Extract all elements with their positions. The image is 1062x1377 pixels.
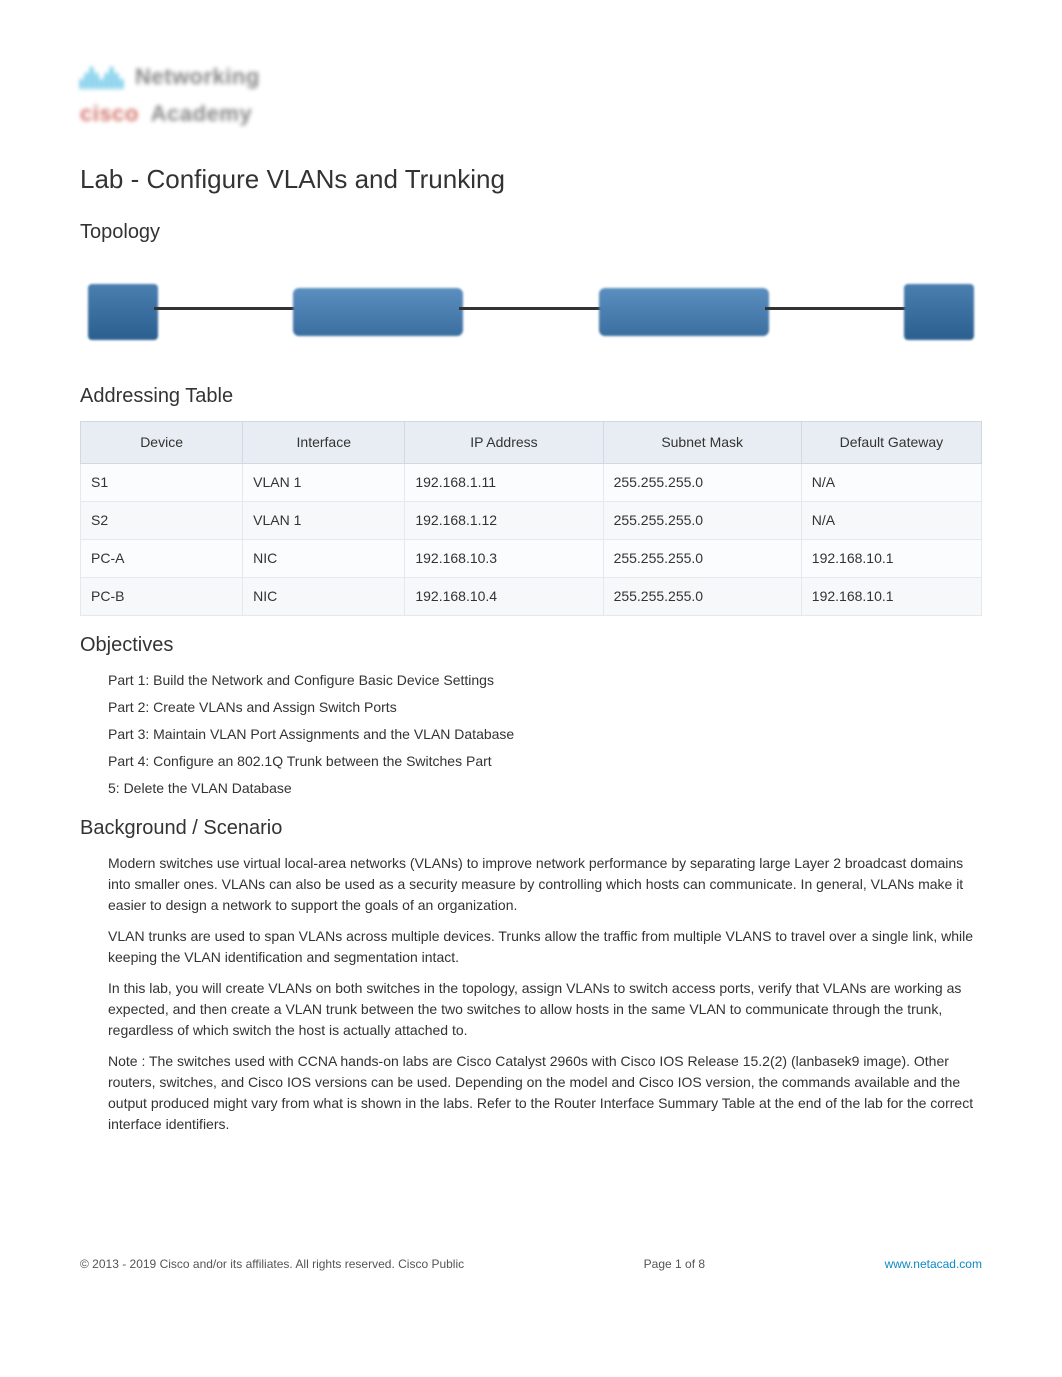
- objective-item: Part 1: Build the Network and Configure …: [108, 670, 982, 691]
- cell: 255.255.255.0: [603, 578, 801, 616]
- topo-pc-b: [904, 284, 974, 340]
- page-footer: © 2013 - 2019 Cisco and/or its affiliate…: [80, 1255, 982, 1273]
- objective-item: Part 4: Configure an 802.1Q Trunk betwee…: [108, 751, 982, 772]
- table-row: S1 VLAN 1 192.168.1.11 255.255.255.0 N/A: [81, 464, 982, 502]
- cell: 192.168.10.1: [801, 578, 981, 616]
- background-para: Note : The switches used with CCNA hands…: [108, 1051, 982, 1135]
- table-row: S2 VLAN 1 192.168.1.12 255.255.255.0 N/A: [81, 502, 982, 540]
- objective-item: Part 3: Maintain VLAN Port Assignments a…: [108, 724, 982, 745]
- cell: 255.255.255.0: [603, 540, 801, 578]
- footer-copyright: © 2013 - 2019 Cisco and/or its affiliate…: [80, 1255, 464, 1273]
- cell: S2: [81, 502, 243, 540]
- col-ip: IP Address: [405, 422, 603, 464]
- col-interface: Interface: [243, 422, 405, 464]
- section-objectives: Objectives: [80, 630, 982, 660]
- topo-link: [765, 307, 908, 310]
- topo-link: [154, 307, 297, 310]
- cell: NIC: [243, 540, 405, 578]
- objective-item: Part 2: Create VLANs and Assign Switch P…: [108, 697, 982, 718]
- topo-switch-s1: [293, 288, 463, 336]
- cell: PC-B: [81, 578, 243, 616]
- cell: 192.168.10.4: [405, 578, 603, 616]
- cell: 255.255.255.0: [603, 464, 801, 502]
- background-para: In this lab, you will create VLANs on bo…: [108, 978, 982, 1041]
- table-row: PC-B NIC 192.168.10.4 255.255.255.0 192.…: [81, 578, 982, 616]
- logo-brand: cisco: [80, 97, 139, 130]
- footer-link[interactable]: www.netacad.com: [885, 1255, 982, 1273]
- cell: 192.168.1.12: [405, 502, 603, 540]
- cell: N/A: [801, 464, 981, 502]
- section-addressing: Addressing Table: [80, 381, 982, 411]
- section-topology: Topology: [80, 217, 982, 247]
- table-row: PC-A NIC 192.168.10.3 255.255.255.0 192.…: [81, 540, 982, 578]
- logo-line1: Networking: [135, 60, 260, 93]
- background-para: Modern switches use virtual local-area n…: [108, 853, 982, 916]
- cisco-logo-block: Networking cisco Academy: [80, 60, 982, 130]
- cell: PC-A: [81, 540, 243, 578]
- cisco-bars-icon: [80, 65, 123, 89]
- objective-item: 5: Delete the VLAN Database: [108, 778, 982, 799]
- objectives-list: Part 1: Build the Network and Configure …: [80, 670, 982, 799]
- section-background: Background / Scenario: [80, 813, 982, 843]
- col-gateway: Default Gateway: [801, 422, 981, 464]
- cell: 255.255.255.0: [603, 502, 801, 540]
- col-device: Device: [81, 422, 243, 464]
- cell: VLAN 1: [243, 464, 405, 502]
- background-para: VLAN trunks are used to span VLANs acros…: [108, 926, 982, 968]
- topo-pc-a: [88, 284, 158, 340]
- table-header-row: Device Interface IP Address Subnet Mask …: [81, 422, 982, 464]
- footer-page: Page 1 of 8: [644, 1255, 705, 1273]
- background-paragraphs: Modern switches use virtual local-area n…: [80, 853, 982, 1135]
- cell: NIC: [243, 578, 405, 616]
- cell: VLAN 1: [243, 502, 405, 540]
- logo-line2: Academy: [151, 97, 252, 130]
- topology-diagram: [80, 257, 982, 367]
- cell: 192.168.1.11: [405, 464, 603, 502]
- cell: N/A: [801, 502, 981, 540]
- topo-switch-s2: [599, 288, 769, 336]
- cell: S1: [81, 464, 243, 502]
- addressing-table: Device Interface IP Address Subnet Mask …: [80, 421, 982, 616]
- cell: 192.168.10.1: [801, 540, 981, 578]
- col-mask: Subnet Mask: [603, 422, 801, 464]
- topo-link: [459, 307, 602, 310]
- cell: 192.168.10.3: [405, 540, 603, 578]
- page-title: Lab - Configure VLANs and Trunking: [80, 160, 982, 199]
